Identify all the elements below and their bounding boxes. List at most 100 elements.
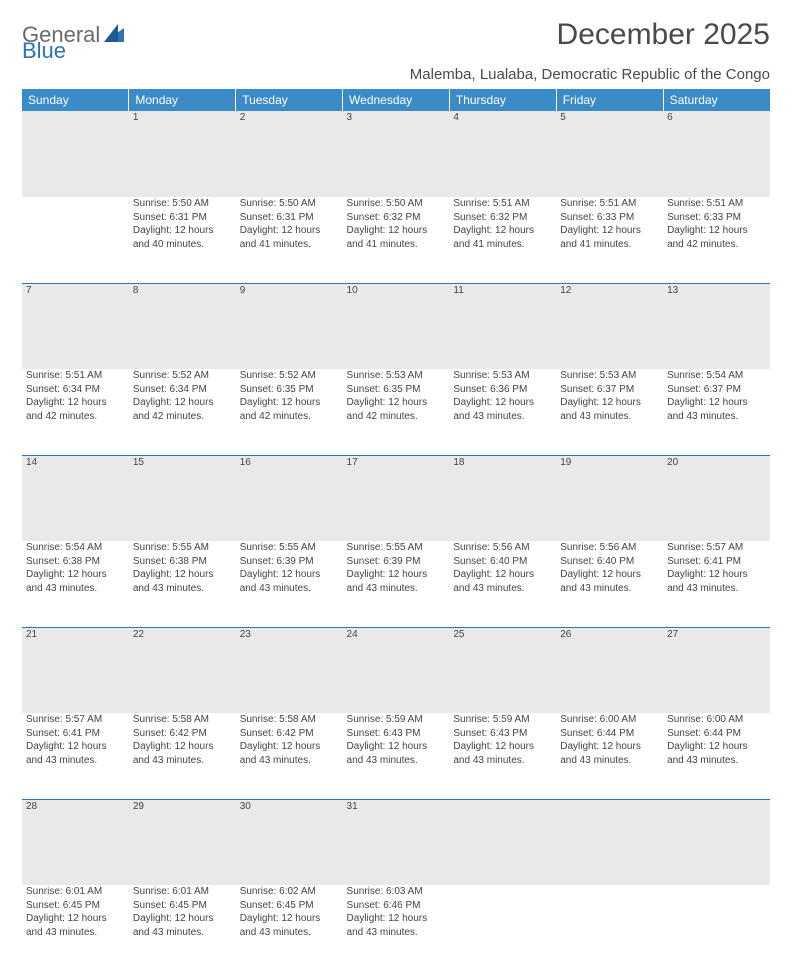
sunset-line: Sunset: 6:32 PM [453,211,552,225]
daylight-line: Daylight: 12 hours and 43 minutes. [560,396,659,423]
day-data-cell: Sunrise: 5:50 AMSunset: 6:32 PMDaylight:… [343,197,450,283]
daylight-line: Daylight: 12 hours and 43 minutes. [347,740,446,767]
sunrise-line: Sunrise: 5:53 AM [347,369,446,383]
daylight-line: Daylight: 12 hours and 43 minutes. [347,568,446,595]
day-data-cell: Sunrise: 5:56 AMSunset: 6:40 PMDaylight:… [556,541,663,627]
sunrise-line: Sunrise: 5:50 AM [347,197,446,211]
day-data-cell: Sunrise: 5:52 AMSunset: 6:35 PMDaylight:… [236,369,343,455]
daydata-row: Sunrise: 5:51 AMSunset: 6:34 PMDaylight:… [22,369,770,455]
sunset-line: Sunset: 6:31 PM [133,211,232,225]
day-data-cell: Sunrise: 6:02 AMSunset: 6:45 PMDaylight:… [236,885,343,971]
daylight-line: Daylight: 12 hours and 42 minutes. [347,396,446,423]
day-number-cell: 20 [663,455,770,541]
daydata-row: Sunrise: 5:57 AMSunset: 6:41 PMDaylight:… [22,713,770,799]
sunset-line: Sunset: 6:34 PM [133,383,232,397]
day-number-cell: 5 [556,111,663,197]
daylight-line: Daylight: 12 hours and 43 minutes. [453,396,552,423]
day-number-cell: 19 [556,455,663,541]
sunrise-line: Sunrise: 5:50 AM [240,197,339,211]
day-number-cell [556,799,663,885]
sunset-line: Sunset: 6:33 PM [667,211,766,225]
sunrise-line: Sunrise: 5:55 AM [133,541,232,555]
daylight-line: Daylight: 12 hours and 41 minutes. [240,224,339,251]
day-data-cell: Sunrise: 5:53 AMSunset: 6:37 PMDaylight:… [556,369,663,455]
weekday-friday: Friday [556,89,663,111]
day-data-cell: Sunrise: 6:03 AMSunset: 6:46 PMDaylight:… [343,885,450,971]
weekday-monday: Monday [129,89,236,111]
daylight-line: Daylight: 12 hours and 43 minutes. [133,912,232,939]
day-data-cell: Sunrise: 5:59 AMSunset: 6:43 PMDaylight:… [343,713,450,799]
day-number-cell: 22 [129,627,236,713]
calendar-table: SundayMondayTuesdayWednesdayThursdayFrid… [22,89,770,971]
daylight-line: Daylight: 12 hours and 43 minutes. [240,912,339,939]
sunset-line: Sunset: 6:39 PM [240,555,339,569]
daylight-line: Daylight: 12 hours and 43 minutes. [240,568,339,595]
day-number-cell: 4 [449,111,556,197]
sunrise-line: Sunrise: 5:51 AM [26,369,125,383]
sunset-line: Sunset: 6:31 PM [240,211,339,225]
sunrise-line: Sunrise: 6:00 AM [560,713,659,727]
daylight-line: Daylight: 12 hours and 43 minutes. [26,740,125,767]
daylight-line: Daylight: 12 hours and 42 minutes. [667,224,766,251]
sunset-line: Sunset: 6:32 PM [347,211,446,225]
day-number-cell: 16 [236,455,343,541]
day-number-cell: 28 [22,799,129,885]
weekday-wednesday: Wednesday [343,89,450,111]
daylight-line: Daylight: 12 hours and 43 minutes. [453,740,552,767]
sunrise-line: Sunrise: 6:02 AM [240,885,339,899]
day-number-cell: 10 [343,283,450,369]
daylight-line: Daylight: 12 hours and 41 minutes. [347,224,446,251]
sunset-line: Sunset: 6:44 PM [560,727,659,741]
daylight-line: Daylight: 12 hours and 41 minutes. [560,224,659,251]
day-data-cell: Sunrise: 5:52 AMSunset: 6:34 PMDaylight:… [129,369,236,455]
daylight-line: Daylight: 12 hours and 43 minutes. [240,740,339,767]
sunrise-line: Sunrise: 6:01 AM [26,885,125,899]
sunset-line: Sunset: 6:40 PM [560,555,659,569]
sunrise-line: Sunrise: 5:53 AM [453,369,552,383]
daylight-line: Daylight: 12 hours and 43 minutes. [133,740,232,767]
day-data-cell: Sunrise: 6:00 AMSunset: 6:44 PMDaylight:… [663,713,770,799]
daynum-row: 78910111213 [22,283,770,369]
day-data-cell [449,885,556,971]
sunrise-line: Sunrise: 5:51 AM [560,197,659,211]
day-data-cell [663,885,770,971]
sunset-line: Sunset: 6:37 PM [560,383,659,397]
sunset-line: Sunset: 6:33 PM [560,211,659,225]
day-data-cell: Sunrise: 5:50 AMSunset: 6:31 PMDaylight:… [236,197,343,283]
day-number-cell: 30 [236,799,343,885]
sunset-line: Sunset: 6:46 PM [347,899,446,913]
sunrise-line: Sunrise: 5:58 AM [240,713,339,727]
day-data-cell: Sunrise: 5:54 AMSunset: 6:38 PMDaylight:… [22,541,129,627]
day-number-cell: 11 [449,283,556,369]
day-data-cell: Sunrise: 5:59 AMSunset: 6:43 PMDaylight:… [449,713,556,799]
weekday-sunday: Sunday [22,89,129,111]
day-data-cell: Sunrise: 5:55 AMSunset: 6:39 PMDaylight:… [236,541,343,627]
sunset-line: Sunset: 6:45 PM [240,899,339,913]
daylight-line: Daylight: 12 hours and 43 minutes. [26,912,125,939]
day-data-cell [22,197,129,283]
day-number-cell: 3 [343,111,450,197]
sunset-line: Sunset: 6:45 PM [133,899,232,913]
sunset-line: Sunset: 6:37 PM [667,383,766,397]
day-data-cell: Sunrise: 5:55 AMSunset: 6:38 PMDaylight:… [129,541,236,627]
day-data-cell: Sunrise: 6:01 AMSunset: 6:45 PMDaylight:… [22,885,129,971]
sunset-line: Sunset: 6:42 PM [240,727,339,741]
day-number-cell: 2 [236,111,343,197]
sunrise-line: Sunrise: 5:52 AM [240,369,339,383]
daylight-line: Daylight: 12 hours and 40 minutes. [133,224,232,251]
daynum-row: 14151617181920 [22,455,770,541]
sunset-line: Sunset: 6:36 PM [453,383,552,397]
daydata-row: Sunrise: 5:54 AMSunset: 6:38 PMDaylight:… [22,541,770,627]
daylight-line: Daylight: 12 hours and 43 minutes. [133,568,232,595]
day-number-cell: 23 [236,627,343,713]
daylight-line: Daylight: 12 hours and 43 minutes. [667,396,766,423]
day-number-cell [22,111,129,197]
day-number-cell: 17 [343,455,450,541]
sunset-line: Sunset: 6:41 PM [667,555,766,569]
sunset-line: Sunset: 6:43 PM [347,727,446,741]
sunset-line: Sunset: 6:44 PM [667,727,766,741]
sunset-line: Sunset: 6:42 PM [133,727,232,741]
weekday-thursday: Thursday [449,89,556,111]
sunset-line: Sunset: 6:34 PM [26,383,125,397]
sunrise-line: Sunrise: 5:57 AM [667,541,766,555]
